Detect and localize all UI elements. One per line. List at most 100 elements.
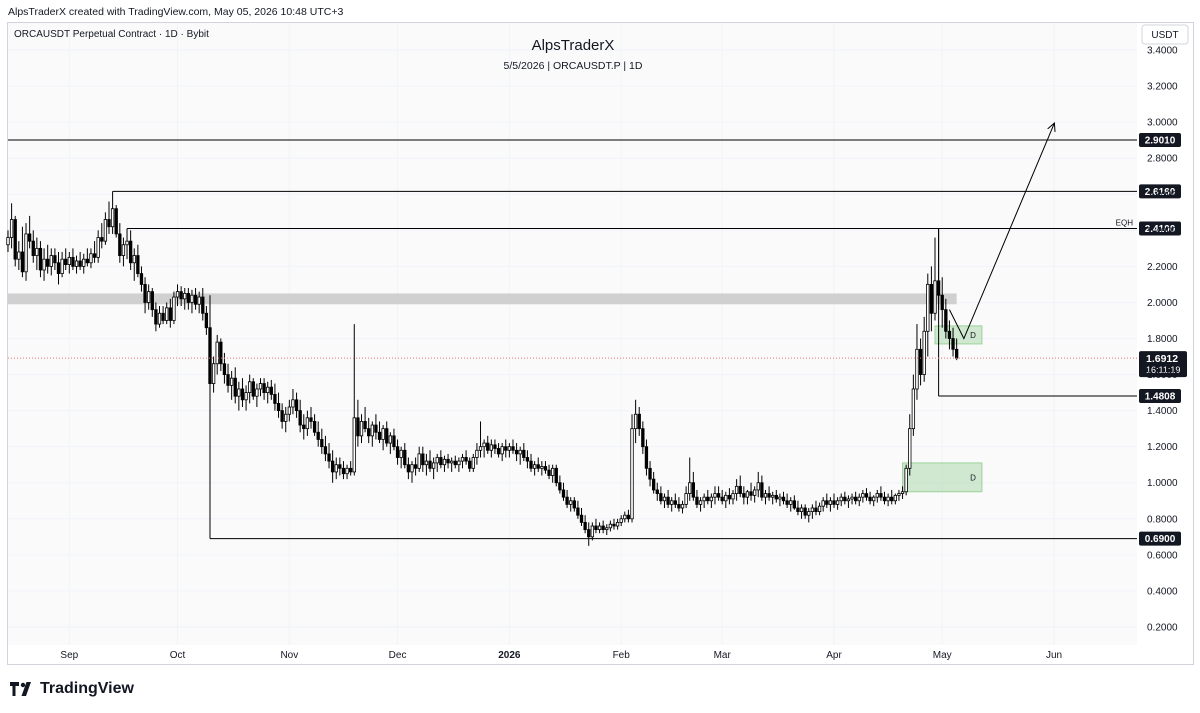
candle-body [673,500,677,505]
candle-body [778,496,782,500]
candle-body [756,482,760,491]
price-tick-label: 0.2000 [1147,622,1178,633]
candle-body [262,383,266,393]
time-tick-label: 2026 [498,650,521,661]
candle-body [529,460,533,469]
candle-body [399,449,403,458]
candle-body [601,525,605,531]
candle-body [395,446,400,458]
candle-body [954,348,959,359]
candle-body [381,428,385,440]
candle-body [814,507,818,512]
last-price-label: 1.6912 [1146,353,1178,365]
candle-body [760,482,764,498]
level-price-tag [1139,531,1181,546]
time-tick-label: Dec [389,650,407,661]
level-price-tag [1139,133,1181,148]
chart-title: AlpsTraderX [532,37,615,54]
candle-body [951,338,955,350]
candle-body [651,478,656,491]
candle-body [341,467,346,475]
candle-body [767,493,771,498]
level-price-label: 0.6900 [1145,534,1176,545]
candle-body [608,523,613,529]
candle-body [662,496,667,502]
candle-body [168,307,172,321]
candle-body [890,496,894,502]
candle-body [38,247,43,271]
candle-body [226,374,230,386]
candle-body [85,258,90,264]
candle-body [922,330,926,375]
candle-body [392,435,396,448]
candle-body [522,449,526,458]
candle-body [464,457,468,462]
currency-box[interactable] [1141,24,1189,45]
candle-body [597,525,602,531]
price-tick-label: 1.0000 [1147,478,1178,489]
candle-body [370,424,374,437]
level-price-label: 2.9010 [1145,136,1176,147]
candle-body [861,493,865,498]
time-tick-label: Mar [714,650,732,661]
candles-layer [6,191,959,546]
currency-label: USDT [1151,30,1178,41]
demand-zone [902,462,983,493]
candle-body [897,493,901,496]
candle-body [118,233,122,256]
tradingview-logo[interactable]: TradingView [10,680,134,698]
candle-body [161,312,165,321]
candle-body [431,462,436,469]
candle-body [734,485,739,494]
candle-body [323,446,328,455]
candle-body [421,453,425,466]
time-tick-label: Sep [60,650,78,661]
candle-body [493,444,497,449]
candle-body [633,413,638,430]
candle-body [940,294,944,311]
candle-body [276,403,281,412]
candle-body [807,511,811,516]
candle-body [49,255,53,267]
candle-body [64,258,68,265]
candle-body [716,493,721,498]
candle-body [280,410,284,422]
candle-body [792,500,796,509]
candle-body [771,494,775,498]
candle-body [24,233,28,273]
candle-body [864,493,869,498]
candle-body [251,381,255,397]
candle-body [612,523,616,527]
candle-body [594,525,598,531]
candle-body [702,496,706,502]
candle-body [186,293,191,303]
price-tick-label: 0.6000 [1147,550,1178,561]
candle-body [439,457,443,466]
candle-body [172,296,176,321]
candle-body [724,494,728,502]
candle-body [475,449,479,458]
time-tick-label: Apr [826,650,842,661]
candle-body [125,240,129,246]
candle-body [132,255,136,264]
candle-body [695,496,699,505]
time-axis: Sep Oct Nov Dec 2026 Feb Mar Apr May Jun [60,650,1062,661]
candle-body [13,219,17,260]
candle-body [78,260,82,267]
candle-body [605,527,609,531]
zones-layer: DD [8,293,983,493]
candle-body [100,237,104,242]
candle-body [316,431,320,440]
candle-body [637,413,641,430]
candle-body [810,507,815,512]
candle-body [147,291,151,303]
candle-body [114,208,118,235]
candle-body [471,457,475,469]
candle-body [893,494,897,502]
candle-body [377,431,382,440]
candle-body [496,448,501,455]
candle-body [417,453,421,469]
candle-body [330,460,335,473]
